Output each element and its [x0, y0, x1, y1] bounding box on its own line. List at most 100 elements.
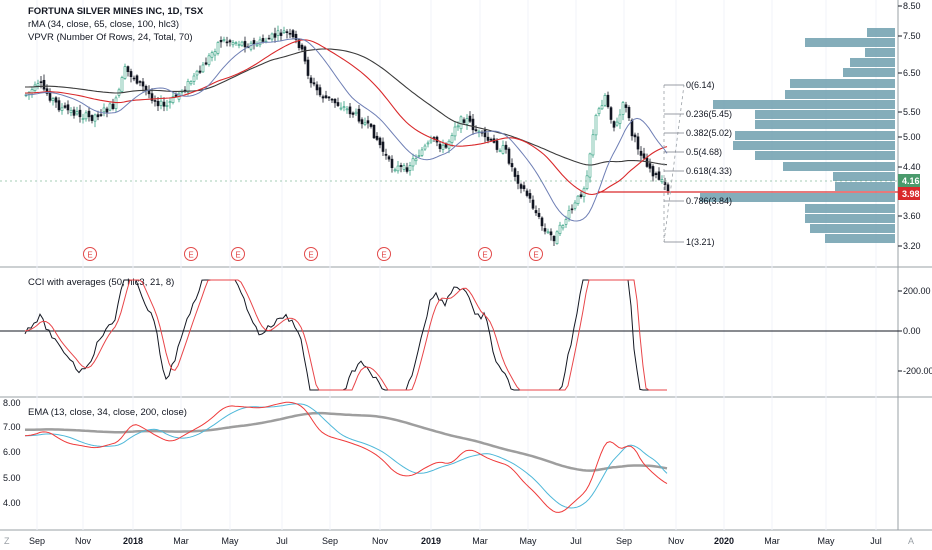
- candle-body: [39, 81, 43, 83]
- earnings-marker-letter: E: [235, 251, 240, 260]
- candle-body: [75, 111, 79, 115]
- candle-body: [174, 94, 178, 97]
- fib-diagonal: [663, 84, 685, 243]
- earnings-marker[interactable]: [529, 247, 543, 261]
- volume-profile-bar: [843, 68, 895, 77]
- volume-profile-bar: [713, 100, 895, 109]
- volume-profile-bar: [790, 79, 895, 88]
- candle-body: [375, 135, 379, 140]
- candle-body: [618, 114, 622, 124]
- fib-level-label: 0.236(5.45): [686, 109, 732, 119]
- time-axis-label: Sep: [616, 536, 632, 546]
- earnings-marker-letter: E: [188, 251, 193, 260]
- candle-body: [507, 148, 511, 164]
- ema-axis[interactable]: 8.00 7.00 6.00 5.00 4.00: [3, 398, 21, 508]
- time-axis[interactable]: Sep Nov 2018 Mar May Jul Sep Nov 2019 Mar May Jul Se…: [29, 536, 882, 546]
- candle-body: [642, 153, 646, 159]
- candle-body: [69, 109, 73, 113]
- ema-13-line: [24, 401, 668, 513]
- candle-body: [285, 31, 289, 33]
- candle-body: [603, 95, 607, 106]
- candle-body: [240, 41, 244, 46]
- zoom-reset-button[interactable]: Z: [4, 536, 10, 546]
- cci-axis[interactable]: 200.00 0.00 -200.00: [898, 286, 932, 376]
- candle-body: [237, 44, 241, 46]
- candle-body: [63, 105, 67, 108]
- time-axis-label: Nov: [75, 536, 92, 546]
- price-tick-label: 7.50: [903, 31, 921, 41]
- candle-body: [159, 100, 163, 106]
- candle-body: [201, 64, 205, 73]
- candle-body: [354, 111, 358, 115]
- candle-body: [351, 112, 355, 115]
- cci-tick-label: -200.00: [903, 366, 932, 376]
- auto-scale-button[interactable]: A: [908, 536, 914, 546]
- ema-200-line: [24, 411, 668, 472]
- candle-body: [600, 105, 604, 110]
- ema-tick-label: 7.00: [3, 422, 21, 432]
- candle-body: [384, 153, 388, 156]
- study-ema-label[interactable]: EMA (13, close, 34, close, 200, close): [28, 407, 187, 418]
- candle-body: [585, 175, 589, 189]
- earnings-marker[interactable]: [83, 247, 97, 261]
- candle-body: [498, 150, 502, 152]
- candle-body: [402, 165, 406, 170]
- candle-body: [36, 83, 40, 87]
- volume-profile-bar: [835, 182, 895, 191]
- fib-price-badge: [898, 187, 920, 200]
- candle-body: [597, 108, 601, 114]
- earnings-marker[interactable]: [304, 247, 318, 261]
- earnings-marker-letter: E: [87, 251, 92, 260]
- volume-profile: [700, 28, 895, 243]
- earnings-marker[interactable]: [231, 247, 245, 261]
- study-cci-label[interactable]: CCI with averages (50, hlc3, 21, 8): [28, 277, 174, 288]
- candle-body: [483, 129, 487, 138]
- candle-body: [156, 100, 160, 107]
- candle-body: [42, 79, 46, 90]
- candle-body: [432, 137, 436, 139]
- candle-body: [462, 119, 466, 123]
- candle-body: [456, 125, 460, 128]
- ema-34-line: [24, 403, 668, 509]
- earnings-marker[interactable]: [478, 247, 492, 261]
- candle-body: [528, 193, 532, 199]
- candle-body: [225, 41, 229, 44]
- candle-body: [369, 123, 373, 127]
- candle-body: [639, 150, 643, 156]
- candle-body: [45, 88, 49, 94]
- fibonacci-retracement[interactable]: 0(6.14) 0.236(5.45) 0.382(5.02) 0.5(4.68) 0.…: [663, 80, 732, 247]
- candle-body: [555, 231, 559, 245]
- candle-body: [303, 46, 307, 62]
- candle-body: [621, 102, 625, 115]
- candle-body: [111, 103, 115, 109]
- candle-body: [609, 107, 613, 120]
- candle-body: [54, 97, 58, 103]
- candle-body: [468, 115, 472, 122]
- candle-body: [168, 101, 172, 104]
- candle-body: [273, 33, 277, 38]
- fib-level-label: 0.5(4.68): [686, 147, 722, 157]
- candle-body: [108, 103, 112, 111]
- candle-body: [657, 171, 661, 180]
- candle-body: [546, 231, 550, 234]
- candle-body: [234, 42, 238, 44]
- candle-body: [390, 158, 394, 169]
- candle-body: [537, 212, 541, 217]
- candle-body: [414, 158, 418, 162]
- candle-body: [141, 81, 145, 87]
- candle-body: [504, 144, 508, 150]
- time-axis-label: 2020: [714, 536, 734, 546]
- candle-body: [633, 134, 637, 138]
- earnings-marker[interactable]: [377, 247, 391, 261]
- candle-body: [630, 119, 634, 137]
- time-axis-label: Jul: [276, 536, 288, 546]
- last-price-badge: [898, 174, 920, 187]
- price-axis[interactable]: 8.50 7.50 6.50 5.50 5.00 4.40 3.60 3.20: [898, 1, 921, 251]
- price-tick-label: 8.50: [903, 1, 921, 11]
- price-tick-label: 5.50: [903, 107, 921, 117]
- study-rma-label[interactable]: rMA (34, close, 65, close, 100, hlc3): [28, 19, 179, 30]
- study-vpvr-label[interactable]: VPVR (Number Of Rows, 24, Total, 70): [28, 32, 193, 43]
- earnings-marker[interactable]: [184, 247, 198, 261]
